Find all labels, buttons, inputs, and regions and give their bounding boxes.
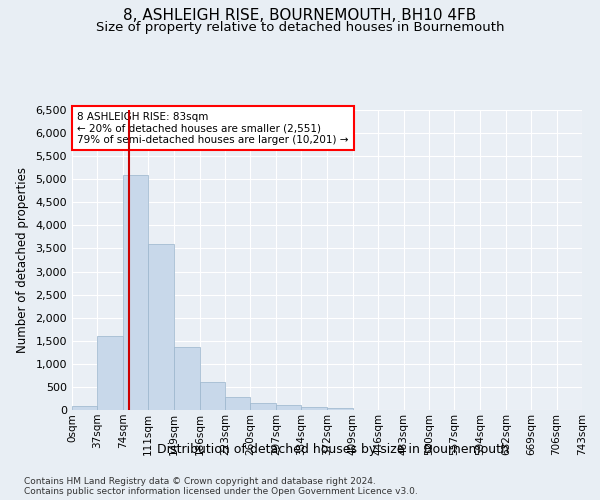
Text: Contains public sector information licensed under the Open Government Licence v3: Contains public sector information licen… (24, 488, 418, 496)
Bar (328, 408, 353, 410)
Bar (301, 407, 328, 410)
Text: Contains HM Land Registry data © Crown copyright and database right 2024.: Contains HM Land Registry data © Crown c… (24, 478, 376, 486)
Y-axis label: Number of detached properties: Number of detached properties (16, 167, 29, 353)
Bar (276, 404, 301, 410)
Bar (200, 382, 225, 410)
Bar (123, 174, 148, 410)
Text: 8, ASHLEIGH RISE, BOURNEMOUTH, BH10 4FB: 8, ASHLEIGH RISE, BOURNEMOUTH, BH10 4FB (124, 8, 476, 22)
Bar (148, 244, 174, 410)
Text: Distribution of detached houses by size in Bournemouth: Distribution of detached houses by size … (157, 442, 509, 456)
Bar (72, 406, 97, 410)
Text: 8 ASHLEIGH RISE: 83sqm
← 20% of detached houses are smaller (2,551)
79% of semi-: 8 ASHLEIGH RISE: 83sqm ← 20% of detached… (77, 112, 349, 144)
Bar (225, 398, 250, 410)
Bar (97, 336, 123, 410)
Text: Size of property relative to detached houses in Bournemouth: Size of property relative to detached ho… (96, 21, 504, 34)
Bar (250, 403, 276, 410)
Bar (174, 346, 200, 410)
